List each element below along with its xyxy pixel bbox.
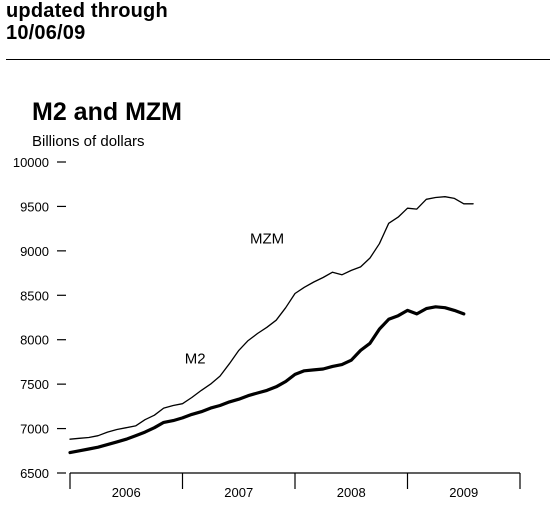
x-year-label: 2007 xyxy=(224,485,253,500)
updated-label: updated through xyxy=(6,0,168,22)
series-label-m2: M2 xyxy=(185,351,206,368)
x-year-label: 2008 xyxy=(337,485,366,500)
y-tick-label: 10000 xyxy=(13,155,49,170)
series-line-m2 xyxy=(68,305,466,455)
y-tick-label: 6500 xyxy=(20,466,49,481)
y-tick-label: 8000 xyxy=(20,333,49,348)
y-tick-label: 8500 xyxy=(20,288,49,303)
updated-header: updated through 10/06/09 xyxy=(6,0,168,44)
series-line-mzm xyxy=(69,196,474,440)
series-label-mzm: MZM xyxy=(250,231,284,248)
y-tick-label: 7500 xyxy=(20,377,49,392)
chart-title: M2 and MZM xyxy=(32,98,182,126)
y-tick-label: 9500 xyxy=(20,199,49,214)
updated-date: 10/06/09 xyxy=(6,22,86,44)
y-tick-label: 9000 xyxy=(20,244,49,259)
y-axis-units: Billions of dollars xyxy=(32,133,145,150)
x-year-label: 2006 xyxy=(112,485,141,500)
header-divider xyxy=(6,59,550,60)
y-tick-label: 7000 xyxy=(20,422,49,437)
x-year-label: 2009 xyxy=(449,485,478,500)
